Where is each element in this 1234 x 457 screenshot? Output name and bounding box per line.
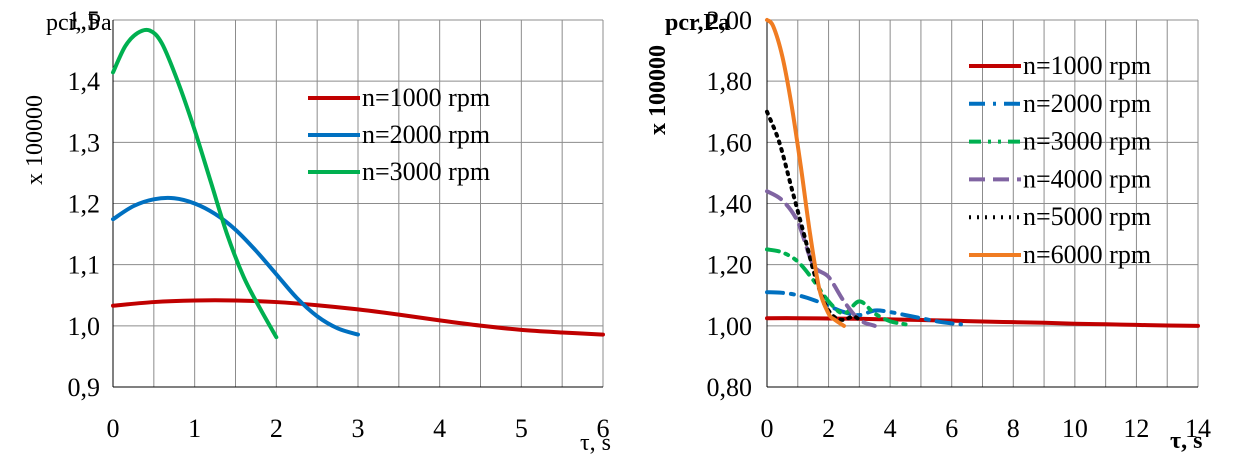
series-line-n-5000-rpm [765, 109, 862, 322]
series-line-n-3000-rpm [765, 247, 908, 327]
x-tick-label: 4 [433, 414, 446, 443]
x-tick-label: 3 [352, 414, 365, 443]
y-tick-label: 1,2 [68, 190, 101, 219]
series-line-n-1000-rpm [765, 316, 1200, 328]
legend-label: n=2000 rpm [362, 120, 490, 149]
y-tick-label: 1,5 [68, 6, 101, 35]
series-line-n-2000-rpm [111, 195, 360, 337]
y-tick-label: 1,0 [68, 312, 101, 341]
chart-2-ylabel-side: x 100000 [645, 45, 671, 135]
y-tick-label: 0,80 [707, 373, 753, 402]
chart-1-series [111, 27, 605, 340]
legend-label: n=1000 rpm [1023, 51, 1151, 80]
y-tick-label: 0,9 [68, 373, 101, 402]
series-line-n-2000-rpm [765, 290, 963, 327]
x-tick-label: 1 [188, 414, 201, 443]
y-tick-label: 1,40 [707, 190, 753, 219]
legend-label: n=3000 rpm [1023, 127, 1151, 156]
x-tick-label: 10 [1062, 414, 1088, 443]
chart-1-ylabel-side: x 100000 [22, 95, 48, 185]
chart-2-series [765, 18, 1200, 328]
legend-label: n=1000 rpm [362, 83, 490, 112]
x-tick-label: 2 [822, 414, 835, 443]
chart-2: 0 2 4 6 8 10 12 140,801,001,201,401,601,802,00 … [645, 6, 1211, 454]
chart-1-axes [112, 20, 603, 388]
chart-2-xlabel: τ, s [1170, 428, 1202, 454]
chart-2-axes [766, 20, 1198, 388]
legend-label: n=6000 rpm [1023, 240, 1151, 269]
chart-1-ticks: 0 1 2 3 4 5 6 0,9 1,0 1,1 1,2 1,3 1,4 1,5 [68, 6, 610, 443]
chart-2-legend: n=1000 rpm n=2000 rpm n=3000 rpm n=4000 rpm… [969, 51, 1151, 269]
y-tick-label: 1,60 [707, 128, 753, 157]
x-tick-label: 0 [107, 414, 120, 443]
x-tick-label: 12 [1123, 414, 1149, 443]
x-tick-label: 8 [1007, 414, 1020, 443]
legend-label: n=4000 rpm [1023, 164, 1151, 193]
chart-2-ylabel-top: pcr,Pa [665, 10, 730, 36]
chart-1-xlabel: τ, s [580, 430, 611, 456]
legend-label: n=5000 rpm [1023, 202, 1151, 231]
legend-label: n=2000 rpm [1023, 89, 1151, 118]
y-tick-label: 1,4 [68, 67, 101, 96]
chart-2-ticks: 0 2 4 6 8 10 12 14 0,80 1,00 1,20 1,40 1,60 1,80 2,00 [707, 6, 1212, 443]
x-tick-label: 0 [761, 414, 774, 443]
y-tick-label: 1,80 [707, 67, 753, 96]
legend-label: n=3000 rpm [362, 157, 490, 186]
y-tick-label: 1,20 [707, 251, 753, 280]
y-tick-label: 1,00 [707, 312, 753, 341]
x-tick-label: 14 [1185, 414, 1211, 443]
series-line-n-4000-rpm [765, 189, 877, 328]
x-tick-label: 2 [270, 414, 283, 443]
series-line-n-3000-rpm [111, 27, 279, 340]
x-tick-label: 5 [515, 414, 528, 443]
chart-1: 0 1 2 3 4 5 60,91,01,11,21,31,41,5 n=1000 rpmn… [22, 6, 611, 456]
x-tick-label: 6 [597, 414, 610, 443]
series-line-n-1000-rpm [111, 298, 605, 337]
chart-1-legend: n=1000 rpm n=2000 rpm n=3000 rpm [308, 83, 490, 186]
x-tick-label: 6 [945, 414, 958, 443]
y-tick-label: 1,3 [68, 128, 101, 157]
chart-1-ylabel-top: pcr, Pa [46, 10, 112, 36]
y-tick-label: 1,1 [68, 251, 101, 280]
y-tick-label: 2,00 [707, 6, 753, 35]
series-line-n-6000-rpm [765, 18, 846, 328]
x-tick-label: 4 [884, 414, 897, 443]
